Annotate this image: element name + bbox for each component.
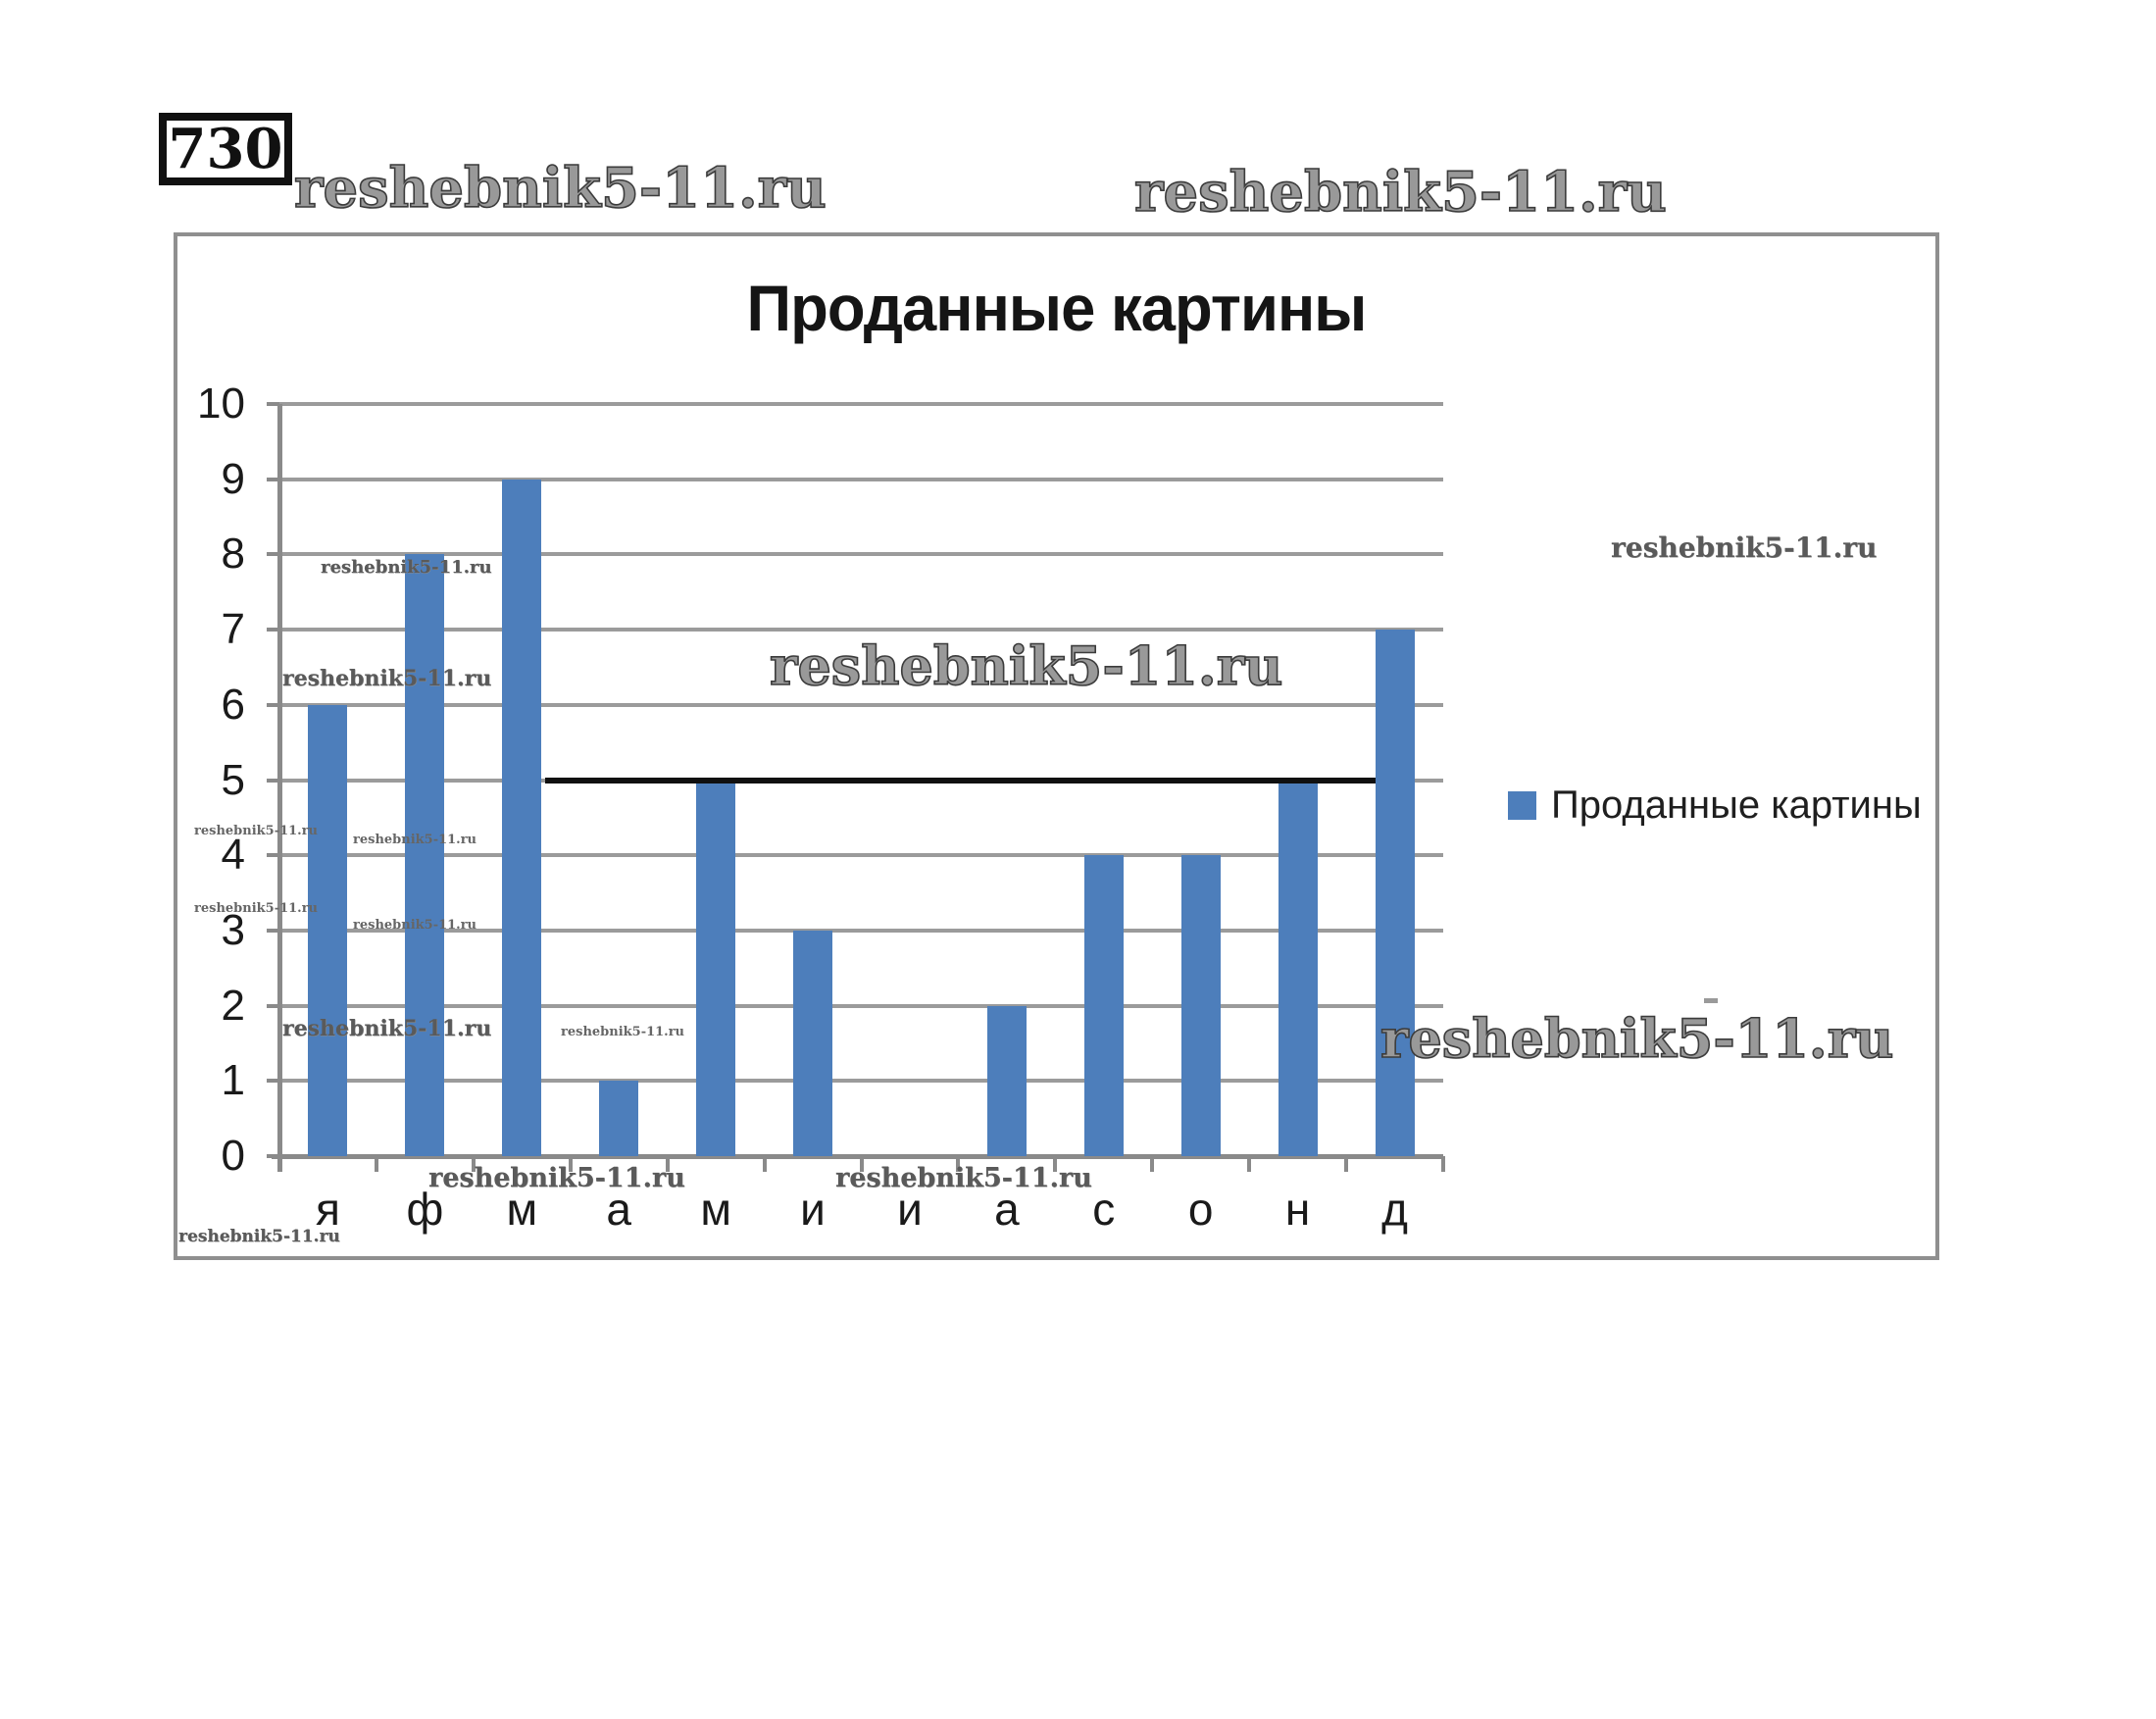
bar: [696, 780, 736, 1156]
axis-tick: [956, 1156, 961, 1172]
axis-tick: [267, 1079, 279, 1084]
axis-tick: [471, 1156, 476, 1172]
reference-line: [545, 777, 1376, 784]
axis-tick: [1247, 1156, 1252, 1172]
watermark: reshebnik5-11.ru: [428, 1163, 685, 1193]
watermark: reshebnik5-11.ru: [194, 824, 319, 838]
bar: [599, 1081, 639, 1156]
y-axis-label: 10: [197, 379, 245, 428]
axis-tick: [568, 1156, 573, 1172]
y-axis-line: [277, 404, 282, 1172]
watermark: reshebnik5-11.ru: [835, 1163, 1092, 1193]
gridline: [279, 1079, 1443, 1084]
watermark: reshebnik5-11.ru: [282, 1016, 492, 1041]
bar: [502, 479, 542, 1156]
axis-tick: [277, 1156, 281, 1172]
legend-swatch: [1508, 791, 1536, 820]
gridline: [279, 702, 1443, 707]
gridline: [279, 628, 1443, 632]
y-axis-label: 4: [221, 831, 245, 880]
gridline: [279, 552, 1443, 557]
y-axis-label: 1: [221, 1056, 245, 1105]
x-axis-label: я: [315, 1184, 340, 1235]
axis-tick: [267, 552, 279, 557]
chart-title: Проданные картины: [746, 272, 1368, 344]
x-axis-line: [272, 1154, 1443, 1159]
x-axis-label: ф: [406, 1184, 444, 1235]
axis-tick: [1053, 1156, 1058, 1172]
x-axis-label: м: [700, 1184, 731, 1235]
axis-tick: [1150, 1156, 1155, 1172]
axis-tick: [1441, 1156, 1445, 1172]
gridline: [279, 1003, 1443, 1008]
x-axis-label: м: [506, 1184, 538, 1235]
watermark: reshebnik5-11.ru: [282, 666, 492, 691]
axis-tick: [374, 1156, 378, 1172]
axis-tick: [665, 1156, 670, 1172]
stray-mark: [1704, 998, 1718, 1003]
x-axis-label: о: [1187, 1184, 1214, 1235]
watermark: reshebnik5-11.ru: [353, 833, 477, 847]
y-axis-label: 2: [221, 981, 245, 1030]
bar: [1278, 780, 1318, 1156]
gridline: [279, 477, 1443, 481]
axis-tick: [267, 853, 279, 858]
axis-tick: [267, 477, 279, 481]
watermark: reshebnik5-11.ru: [1611, 531, 1878, 564]
legend-label: Проданные картины: [1551, 784, 1922, 827]
axis-tick: [859, 1156, 864, 1172]
watermark: reshebnik5-11.ru: [178, 1227, 340, 1246]
x-axis-label: с: [1092, 1184, 1116, 1235]
x-axis-label: а: [994, 1184, 1020, 1235]
axis-tick: [267, 1003, 279, 1008]
y-axis-label: 5: [221, 755, 245, 804]
x-axis-label: и: [800, 1184, 826, 1235]
watermark: reshebnik5-11.ru: [353, 918, 477, 933]
bar: [308, 704, 348, 1156]
watermark: reshebnik5-11.ru: [1133, 160, 1667, 225]
gridline: [279, 928, 1443, 933]
gridline: [279, 402, 1443, 406]
watermark: reshebnik5-11.ru: [769, 634, 1283, 697]
bar: [793, 930, 833, 1156]
y-axis-label: 3: [221, 905, 245, 954]
watermark: reshebnik5-11.ru: [321, 557, 492, 578]
y-axis-label: 9: [221, 454, 245, 503]
bar: [405, 554, 445, 1156]
bar: [1375, 630, 1415, 1156]
y-axis-label: 7: [221, 605, 245, 654]
bar: [1180, 855, 1221, 1156]
problem-number-badge: 730: [159, 113, 292, 185]
y-axis-label: 8: [221, 530, 245, 579]
y-axis-label: 0: [221, 1132, 245, 1180]
x-axis-label: и: [897, 1184, 923, 1235]
axis-tick: [267, 702, 279, 707]
bar: [986, 1005, 1027, 1156]
watermark: reshebnik5-11.ru: [194, 901, 319, 916]
axis-tick: [1344, 1156, 1349, 1172]
gridline: [279, 853, 1443, 858]
axis-tick: [762, 1156, 767, 1172]
axis-tick: [267, 628, 279, 632]
axis-tick: [267, 402, 279, 406]
watermark: reshebnik5-11.ru: [293, 156, 827, 221]
y-axis-label: 6: [221, 680, 245, 729]
bar: [1083, 855, 1124, 1156]
axis-tick: [267, 928, 279, 933]
watermark: reshebnik5-11.ru: [561, 1025, 685, 1039]
x-axis-label: а: [606, 1184, 631, 1235]
x-axis-label: н: [1284, 1184, 1311, 1235]
axis-tick: [267, 778, 279, 783]
x-axis-label: д: [1381, 1184, 1408, 1235]
watermark: reshebnik5-11.ru: [1379, 1007, 1894, 1070]
